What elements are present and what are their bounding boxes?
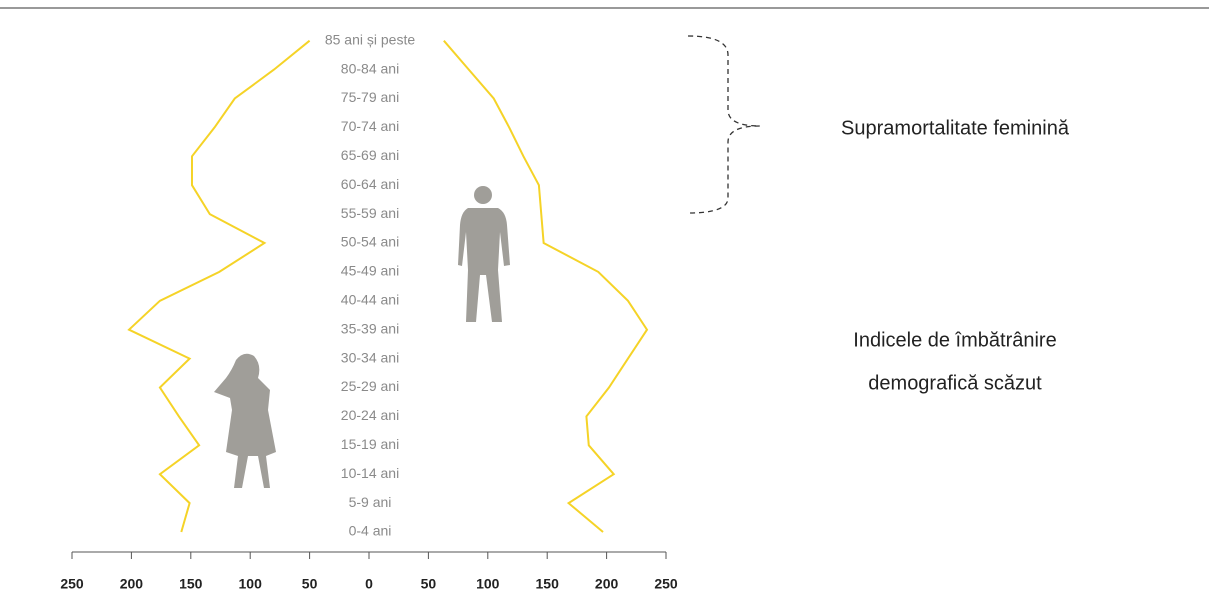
age-label: 55-59 ani bbox=[341, 205, 399, 221]
x-tick-label: 50 bbox=[302, 576, 318, 592]
x-tick-label: 100 bbox=[239, 576, 263, 592]
age-label: 80-84 ani bbox=[341, 60, 399, 76]
annotation: Indicele de îmbătrânire bbox=[853, 329, 1056, 351]
x-tick-label: 50 bbox=[421, 576, 437, 592]
age-label: 60-64 ani bbox=[341, 176, 399, 192]
annotation: demografică scăzut bbox=[868, 372, 1042, 394]
age-label: 0-4 ani bbox=[349, 523, 392, 539]
age-label: 50-54 ani bbox=[341, 234, 399, 250]
age-label: 35-39 ani bbox=[341, 320, 399, 336]
age-label: 75-79 ani bbox=[341, 89, 399, 105]
age-label: 65-69 ani bbox=[341, 147, 399, 163]
x-tick-label: 150 bbox=[536, 576, 560, 592]
x-tick-label: 200 bbox=[120, 576, 144, 592]
population-line bbox=[127, 39, 311, 533]
age-label: 20-24 ani bbox=[341, 407, 399, 423]
x-tick-label: 250 bbox=[654, 576, 678, 592]
age-label: 40-44 ani bbox=[341, 292, 399, 308]
x-tick-label: 0 bbox=[365, 576, 373, 592]
age-label: 45-49 ani bbox=[341, 263, 399, 279]
male-silhouette bbox=[458, 186, 510, 322]
age-label: 25-29 ani bbox=[341, 378, 399, 394]
age-label: 70-74 ani bbox=[341, 118, 399, 134]
bracket bbox=[687, 35, 761, 214]
x-tick-label: 250 bbox=[60, 576, 84, 592]
x-tick-label: 100 bbox=[476, 576, 500, 592]
age-label: 15-19 ani bbox=[341, 436, 399, 452]
annotation: Supramortalitate feminină bbox=[841, 117, 1070, 139]
x-tick-label: 150 bbox=[179, 576, 203, 592]
age-label: 10-14 ani bbox=[341, 465, 399, 481]
x-tick-label: 200 bbox=[595, 576, 619, 592]
population-line bbox=[443, 40, 649, 533]
female-silhouette bbox=[214, 353, 276, 488]
age-label: 85 ani și peste bbox=[325, 31, 415, 47]
age-label: 30-34 ani bbox=[341, 349, 399, 365]
age-label: 5-9 ani bbox=[349, 494, 392, 510]
